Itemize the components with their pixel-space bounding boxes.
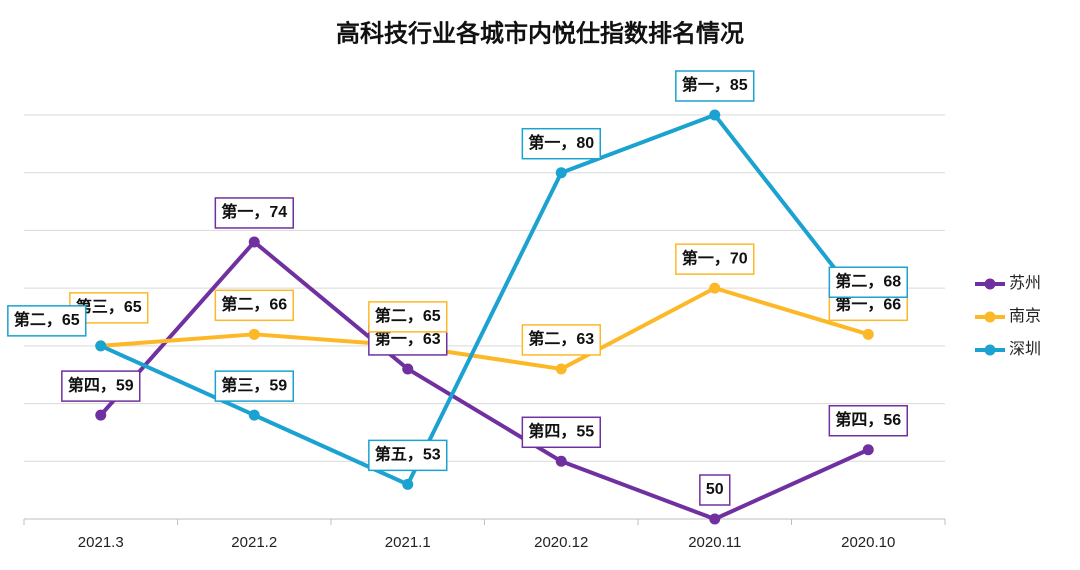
series-point: [95, 409, 107, 421]
data-label: 第一，70: [675, 243, 755, 275]
chart-title: 高科技行业各城市内悦仕指数排名情况: [336, 19, 744, 47]
data-label: 第二，63: [521, 324, 601, 356]
data-label-text: 第四，55: [528, 422, 594, 441]
series-point: [248, 328, 260, 340]
legend-marker: [984, 311, 996, 323]
series-line: [100, 286, 869, 371]
data-label-text: 50: [706, 481, 724, 498]
series-point: [709, 109, 721, 121]
legend-label: 南京: [1009, 307, 1041, 325]
series-point: [709, 513, 721, 525]
series-point: [555, 363, 567, 375]
x-tick-label: 2020.11: [688, 534, 741, 551]
series-line: [99, 239, 870, 521]
data-label: 第二，65: [7, 305, 87, 337]
data-label-text: 第二，65: [14, 310, 80, 329]
data-label-text: 第二，63: [528, 329, 594, 348]
data-label: 第一，66: [828, 289, 908, 322]
data-label-box: [521, 324, 601, 356]
x-tick-label: 2020.12: [534, 534, 588, 551]
series-point: [95, 340, 107, 352]
data-label: 第四，55: [521, 416, 601, 449]
x-tick-label: 2021.1: [385, 534, 431, 551]
data-label-text: 第三，65: [76, 297, 142, 316]
data-label-text: 第一，74: [221, 202, 287, 221]
data-label-text: 第一，66: [835, 295, 901, 314]
data-label-text: 第四，56: [835, 410, 901, 429]
data-label-text: 第一，63: [375, 329, 441, 348]
legend-marker: [984, 344, 996, 356]
data-label-box: [699, 474, 731, 506]
data-label-box: [214, 197, 294, 229]
data-label: 第二，66: [214, 289, 294, 322]
data-label: 第二，65: [368, 301, 448, 333]
series-point: [709, 282, 721, 294]
data-label-text: 第二，65: [375, 306, 441, 325]
data-label-box: [368, 439, 448, 472]
x-tick-label: 2021.3: [78, 534, 124, 551]
series-point: [402, 478, 414, 490]
data-label-box: [61, 370, 141, 402]
data-label-box: [214, 370, 294, 402]
series-point: [555, 455, 567, 467]
data-label-box: [675, 70, 755, 102]
data-label-box: [521, 416, 601, 449]
data-label-box: [521, 127, 601, 160]
data-label-box: [828, 266, 908, 298]
x-tick-label: 2021.2: [231, 534, 277, 551]
data-label-text: 第一，85: [682, 75, 748, 94]
data-label: 第一，85: [675, 70, 755, 102]
data-label: 第四，56: [828, 404, 908, 437]
data-label-text: 第一，80: [528, 133, 594, 152]
legend-label: 深圳: [1009, 340, 1041, 358]
legend-label: 苏州: [1009, 274, 1041, 292]
data-label-box: [828, 404, 908, 437]
data-label-text: 第三，59: [221, 375, 287, 394]
x-tick-label: 2020.10: [841, 534, 895, 551]
data-label: 第一，74: [214, 197, 294, 229]
series-point: [248, 236, 260, 248]
series-point: [862, 444, 874, 456]
series-point: [402, 363, 414, 375]
data-label-text: 第四，59: [68, 375, 134, 394]
data-label: 第五，53: [368, 439, 448, 472]
data-label: 第三，59: [214, 370, 294, 402]
data-label-box: [7, 305, 87, 337]
data-label-text: 第二，68: [835, 271, 901, 290]
data-label: 第一，80: [521, 127, 601, 160]
data-label: 50: [699, 474, 731, 506]
data-label-box: [214, 289, 294, 322]
data-label-text: 第五，53: [375, 445, 441, 464]
data-label-text: 第一，70: [682, 248, 748, 267]
series-line: [99, 113, 870, 487]
data-label-text: 第二，66: [221, 295, 287, 314]
data-label-box: [675, 243, 755, 275]
series-point: [862, 328, 874, 340]
data-label: 第二，68: [828, 266, 908, 298]
legend-marker: [984, 278, 996, 290]
series-point: [248, 409, 260, 421]
data-label-box: [368, 301, 448, 333]
series-point: [555, 167, 567, 179]
data-label: 第四，59: [61, 370, 141, 402]
